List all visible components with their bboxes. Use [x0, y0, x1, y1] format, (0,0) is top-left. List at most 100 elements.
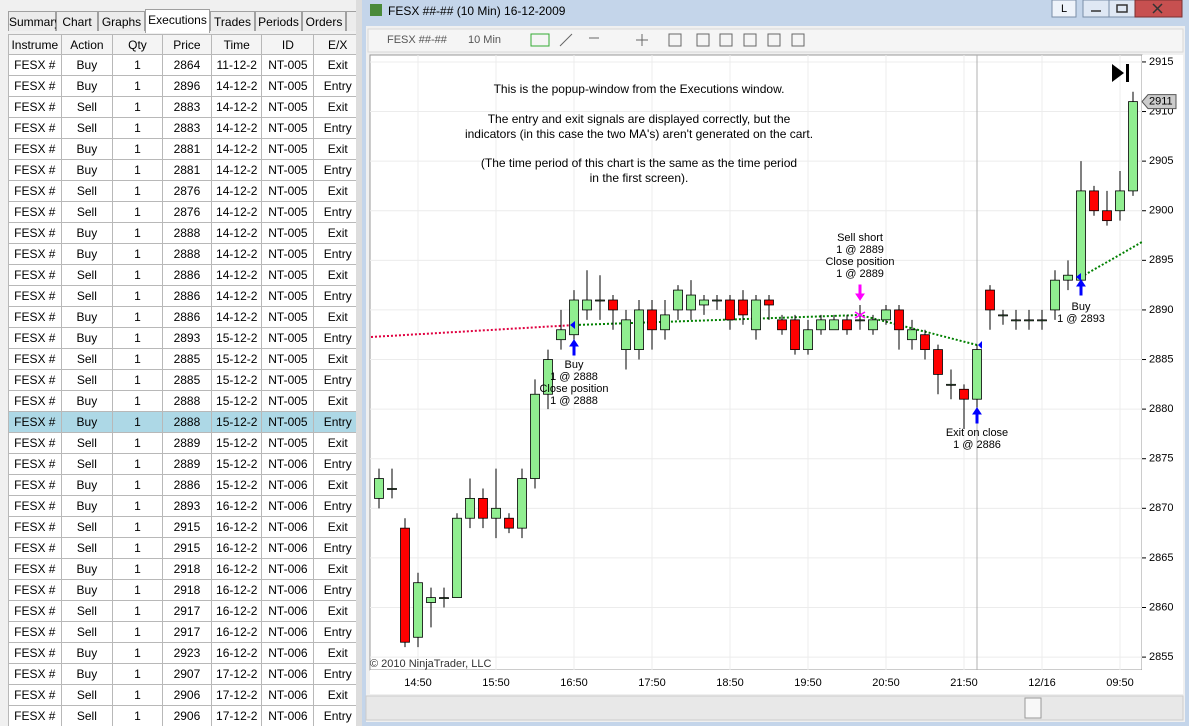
table-row[interactable]: FESX # Buy 1 2864 11-12-2 NT-005 Exit: [8, 54, 362, 76]
tab[interactable]: Summary: [8, 11, 60, 31]
table-cell: Entry: [313, 75, 362, 97]
table-row[interactable]: FESX # Buy 1 2918 16-12-2 NT-006 Exit: [8, 558, 362, 580]
y-tick-label: 2865: [1149, 552, 1173, 564]
header-row: Instrume Action Qty Price Time ID E/X: [8, 34, 362, 55]
table-row[interactable]: FESX # Buy 1 2881 14-12-2 NT-005 Entry: [8, 159, 362, 181]
table-row[interactable]: FESX # Sell 1 2886 14-12-2 NT-005 Exit: [8, 264, 362, 286]
table-row[interactable]: FESX # Sell 1 2906 17-12-2 NT-006 Entry: [8, 705, 362, 726]
table-row[interactable]: FESX # Buy 1 2893 16-12-2 NT-006 Entry: [8, 495, 362, 517]
table-cell: Buy: [60, 390, 114, 412]
candle-body: [920, 334, 930, 351]
tab[interactable]: Executions: [145, 9, 210, 33]
table-cell: 1: [112, 684, 163, 706]
table-cell: NT-005: [261, 96, 315, 118]
table-cell: Buy: [60, 474, 114, 496]
table-row[interactable]: FESX # Buy 1 2886 15-12-2 NT-006 Exit: [8, 474, 362, 496]
table-cell: Buy: [60, 663, 114, 685]
table-cell: 2917: [161, 621, 213, 643]
table-row[interactable]: FESX # Buy 1 2896 14-12-2 NT-005 Entry: [8, 75, 362, 97]
table-cell: 1: [112, 495, 163, 517]
table-row[interactable]: FESX # Buy 1 2881 14-12-2 NT-005 Exit: [8, 138, 362, 160]
tab[interactable]: Trades: [210, 11, 255, 31]
table-row[interactable]: FESX # Sell 1 2883 14-12-2 NT-005 Entry: [8, 117, 362, 139]
table-row[interactable]: FESX # Sell 1 2883 14-12-2 NT-005 Exit: [8, 96, 362, 118]
table-row[interactable]: FESX # Sell 1 2889 15-12-2 NT-006 Entry: [8, 453, 362, 475]
y-tick-label: 2885: [1149, 353, 1173, 365]
table-cell: Sell: [60, 201, 114, 223]
table-cell: NT-005: [261, 390, 315, 412]
table-cell: NT-005: [261, 432, 315, 454]
table-row[interactable]: FESX # Buy 1 2888 15-12-2 NT-005 Exit: [8, 390, 362, 412]
table-row[interactable]: FESX # Buy 1 2918 16-12-2 NT-006 Entry: [8, 579, 362, 601]
table-cell: Entry: [313, 453, 362, 475]
tab[interactable]: Orders: [302, 11, 346, 31]
l-button[interactable]: [1051, 0, 1077, 18]
table-cell: 2864: [161, 54, 213, 76]
table-row[interactable]: FESX # Sell 1 2885 15-12-2 NT-005 Exit: [8, 348, 362, 370]
candle-body: [621, 319, 631, 351]
candle-body: [374, 478, 384, 499]
table-row[interactable]: FESX # Sell 1 2889 15-12-2 NT-005 Exit: [8, 432, 362, 454]
table-cell: 1: [112, 432, 163, 454]
table-cell: FESX #: [8, 117, 62, 139]
table-row[interactable]: FESX # Sell 1 2917 16-12-2 NT-006 Entry: [8, 621, 362, 643]
table-row[interactable]: FESX # Sell 1 2876 14-12-2 NT-005 Entry: [8, 201, 362, 223]
table-row[interactable]: FESX # Sell 1 2886 14-12-2 NT-005 Entry: [8, 285, 362, 307]
table-row[interactable]: FESX # Sell 1 2917 16-12-2 NT-006 Exit: [8, 600, 362, 622]
table-cell: 2885: [161, 348, 213, 370]
tab[interactable]: Graphs: [98, 11, 145, 31]
table-cell: NT-006: [261, 453, 315, 475]
toolbar-icons[interactable]: [530, 33, 805, 47]
toolbar-instrument[interactable]: FESX ##-##: [387, 34, 448, 46]
maximize-button[interactable]: [1108, 0, 1136, 18]
candle-body: [400, 527, 410, 643]
table-row[interactable]: FESX # Sell 1 2915 16-12-2 NT-006 Entry: [8, 537, 362, 559]
table-cell: Buy: [60, 138, 114, 160]
table-cell: Buy: [60, 306, 114, 328]
table-row[interactable]: FESX # Sell 1 2885 15-12-2 NT-005 Entry: [8, 369, 362, 391]
tab[interactable]: Chart: [56, 11, 98, 31]
minimize-button[interactable]: [1082, 0, 1110, 18]
table-row[interactable]: FESX # Sell 1 2915 16-12-2 NT-006 Exit: [8, 516, 362, 538]
table-cell: FESX #: [8, 453, 62, 475]
scroll-thumb[interactable]: [1024, 697, 1042, 719]
table-cell: 15-12-2: [211, 369, 263, 391]
candle-body: [1050, 279, 1060, 311]
table-cell: 1: [112, 642, 163, 664]
table-row[interactable]: FESX # Buy 1 2886 14-12-2 NT-005 Exit: [8, 306, 362, 328]
table-cell: 14-12-2: [211, 222, 263, 244]
table-row[interactable]: FESX # Buy 1 2923 16-12-2 NT-006 Exit: [8, 642, 362, 664]
table-cell: FESX #: [8, 621, 62, 643]
table-row[interactable]: FESX # Sell 1 2876 14-12-2 NT-005 Exit: [8, 180, 362, 202]
table-cell: NT-006: [261, 621, 315, 643]
toolbar-period[interactable]: 10 Min: [468, 34, 501, 46]
candle-body: [699, 299, 709, 306]
x-tick-label: 14:50: [404, 677, 432, 689]
candle-body: [504, 517, 514, 529]
table-row[interactable]: FESX # Buy 1 2907 17-12-2 NT-006 Entry: [8, 663, 362, 685]
candle-body: [582, 299, 592, 311]
table-cell: 2893: [161, 327, 213, 349]
candle-body: [1011, 319, 1021, 322]
execution-markers: [569, 64, 1129, 424]
table-cell: Exit: [313, 222, 362, 244]
table-cell: Buy: [60, 411, 114, 433]
table-cell: Exit: [313, 348, 362, 370]
table-cell: FESX #: [8, 327, 62, 349]
note-line: The entry and exit signals are displayed…: [488, 112, 791, 126]
table-row[interactable]: FESX # Buy 1 2888 14-12-2 NT-005 Exit: [8, 222, 362, 244]
scrollbar[interactable]: [365, 695, 1184, 721]
table-cell: FESX #: [8, 96, 62, 118]
execution-label: Exit on close: [946, 427, 1008, 439]
table-cell: FESX #: [8, 306, 62, 328]
table-cell: NT-005: [261, 75, 315, 97]
table-cell: 1: [112, 327, 163, 349]
tab[interactable]: Periods: [255, 11, 302, 31]
execution-label: Close position: [539, 383, 608, 395]
table-row[interactable]: FESX # Buy 1 2888 15-12-2 NT-005 Entry: [8, 411, 362, 433]
table-row[interactable]: FESX # Buy 1 2888 14-12-2 NT-005 Entry: [8, 243, 362, 265]
column-header: E/X: [313, 34, 362, 55]
table-row[interactable]: FESX # Sell 1 2906 17-12-2 NT-006 Exit: [8, 684, 362, 706]
candle-body: [855, 319, 865, 322]
table-row[interactable]: FESX # Buy 1 2893 15-12-2 NT-005 Entry: [8, 327, 362, 349]
